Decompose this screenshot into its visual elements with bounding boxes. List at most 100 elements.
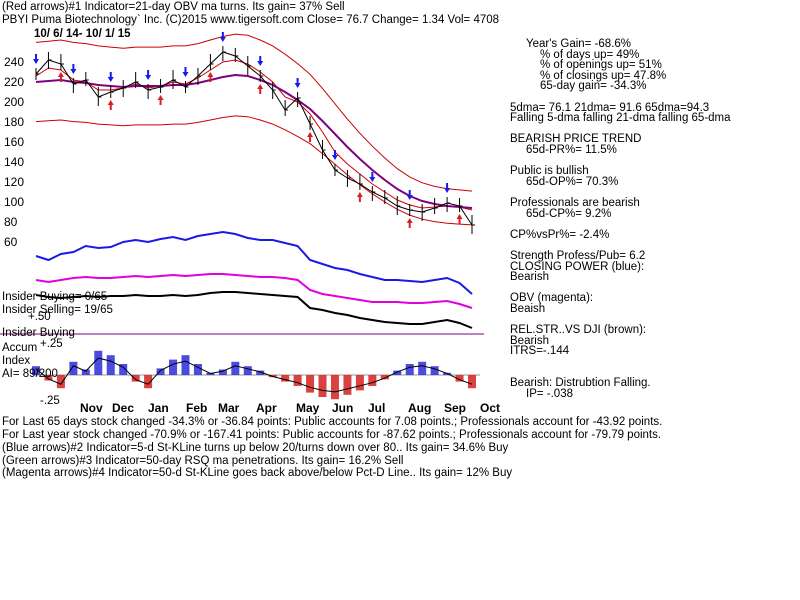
accum-bar-positive [393,370,402,375]
accum-bar-negative [131,375,140,382]
x-tick-label: Sep [444,401,466,415]
date-range: 10/ 6/ 14- 10/ 1/ 15 [34,28,131,40]
stat-line: 5dma= 76.1 21dma= 91.6 65dma=94.3 [510,101,710,114]
accum-bar-positive [430,366,439,375]
price-bars [35,46,475,234]
chart-title: PBYI Puma Biotechnology` Inc. (C)2015 ww… [2,14,500,26]
accum-index-label: Index [2,355,31,367]
blue-down-arrow [406,190,413,200]
stat-line: Falling 5-dma falling 21-dma falling 65-… [510,112,731,125]
accumulation-histogram [0,333,484,400]
stat-line: BEARISH PRICE TREND [510,133,642,146]
x-tick-label: Nov [80,401,103,415]
stat-line: 65d-CP%= 9.2% [526,207,612,220]
red-up-arrow [107,100,114,110]
accum-bar-positive [156,368,165,375]
obv-line [35,273,473,309]
blue-down-arrow [257,56,264,66]
blue-arrows-caption: (Blue arrows)#2 Indicator=5-d St-KLine t… [2,442,509,454]
accum-bar-negative [318,375,327,397]
accum-bar-positive [69,361,78,375]
ai-value: AI= 89/200 [2,368,58,380]
accum-bar-positive [243,366,252,375]
upper-band-line [35,33,473,192]
price-close-line [35,51,473,226]
stat-line: OBV (magenta): [510,292,594,305]
stat-line: CLOSING POWER (blue): [510,260,645,273]
green-arrows-caption: (Green arrows)#3 Indicator=50-day RSQ ma… [2,455,404,467]
red-up-arrow [207,72,214,82]
accum-bar-positive [418,361,427,375]
accum-bar-negative [144,375,153,389]
accum-bar-positive [256,370,265,375]
accum-title: Accum [2,342,38,354]
blue-down-arrow [369,172,376,182]
footer-year: For Last year stock changed -70.9% or -1… [2,429,662,441]
accum-bar-negative [343,375,352,395]
red-up-arrow [157,95,164,105]
stat-line: Public is bullish [510,165,589,178]
blue-down-arrow [219,32,226,42]
insider-selling-count: Insider Selling= 19/65 [2,304,113,316]
y-tick-label: 160 [4,135,24,149]
accum-ma-line [35,357,473,393]
accum-bar-negative [293,375,302,386]
stat-line: CP%vsPr%= -2.4% [510,228,610,241]
blue-down-arrow [331,150,338,160]
accum-bar-positive [405,364,414,375]
y-tick-label: 180 [4,115,24,129]
x-tick-label: Aug [408,401,431,415]
accum-bar-negative [306,375,315,393]
stat-line: 65d-PR%= 11.5% [526,144,617,156]
red-up-arrow [257,84,264,94]
accum-bar-positive [169,359,178,375]
ma-65-line [35,73,473,209]
x-tick-label: Jul [368,401,385,415]
blue-down-arrow [444,183,451,193]
stat-line: Bearish: Distrubtion Falling. [510,377,651,390]
red-up-arrow [406,218,413,228]
stat-line: Professionals are bearish [510,197,640,209]
blue-down-arrow [145,70,152,80]
accum-bar-negative [380,375,389,380]
accum-bar-negative [368,375,377,386]
stat-line: 65d-OP%= 70.3% [526,175,619,188]
blue-down-arrow [33,54,39,64]
x-tick-label: Jan [148,401,169,415]
blue-down-arrow [107,72,114,82]
y-tick-label: 100 [4,195,24,209]
accum-bar-positive [81,369,90,375]
x-tick-label: Jun [332,401,353,415]
x-tick-label: May [296,401,320,415]
x-tick-label: Mar [218,401,240,415]
accum-bar-positive [32,366,40,375]
stat-line: Bearish [510,271,549,284]
stat-line: % of openings up= 51% [540,59,662,72]
x-tick-label: Feb [186,401,207,415]
stat-line: ITRS=-.144 [510,345,570,358]
accum-bar-negative [44,375,53,381]
moving-average-lines [35,59,473,211]
y-tick-label: 240 [4,55,24,69]
indicator-lines [35,230,473,329]
accum-plus-50-label: +.50 [28,311,51,323]
blue-down-arrow [182,67,189,77]
ma-21-line [35,59,473,211]
red-up-arrow [456,214,463,224]
indicator-1-caption: (Red arrows)#1 Indicator=21-day OBV ma t… [2,1,345,13]
red-up-arrow [57,72,64,82]
y-tick-label: 140 [4,155,24,169]
blue-down-arrow [70,64,77,74]
stat-line: REL.STR..VS DJI (brown): [510,324,647,337]
stat-line: IP= -.038 [526,387,573,400]
x-tick-label: Apr [256,401,277,415]
stat-line: 65-day gain= -34.3% [540,80,647,93]
accum-minus-25-label: -.25 [40,395,60,407]
accum-bar-negative [455,375,464,382]
accum-bar-positive [94,350,103,375]
relative-strength-line [35,291,473,329]
x-tick-label: Oct [480,401,500,415]
stat-line: Year's Gain= -68.6% [526,38,632,50]
y-tick-label: 80 [4,215,18,229]
red-up-arrow [307,132,314,142]
